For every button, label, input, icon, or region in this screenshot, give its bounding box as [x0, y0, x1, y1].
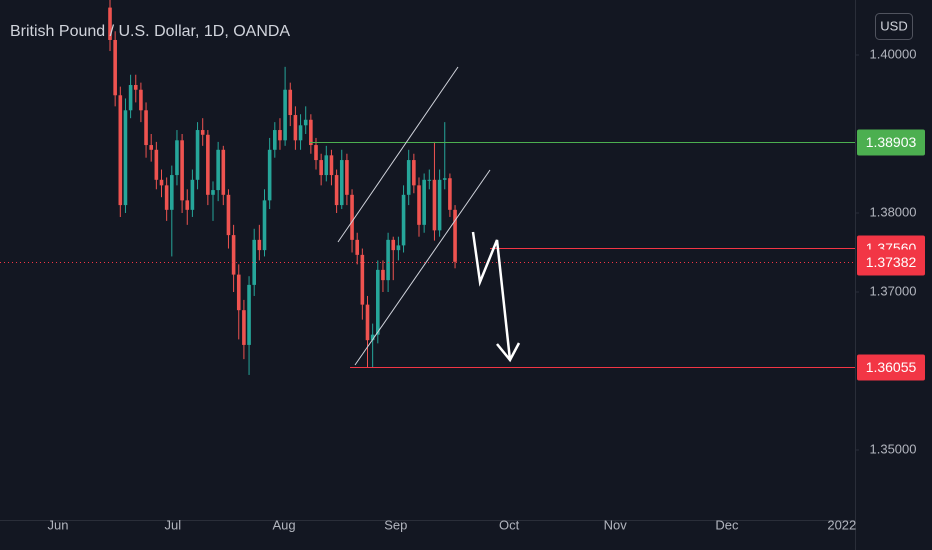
candle-body [360, 254, 365, 305]
candle-body [200, 130, 205, 135]
y-tick-label: 1.35000 [870, 441, 917, 456]
candle-body [139, 89, 143, 111]
candle-body [236, 274, 241, 311]
candle-body [314, 145, 318, 161]
candle-body [175, 140, 179, 176]
arrow [471, 231, 512, 361]
candle-body [448, 178, 452, 210]
price-label-box [857, 249, 925, 276]
x-tick-label: Jul [165, 517, 182, 532]
arrow-head [496, 342, 521, 363]
candle-body [118, 95, 123, 206]
candle-body [288, 89, 293, 116]
candle-body [180, 140, 184, 201]
candle-body [391, 239, 396, 251]
candle-body [164, 185, 169, 210]
candle-body [221, 149, 226, 195]
candle-body [108, 7, 112, 40]
candle-body [319, 160, 323, 176]
candle-body [278, 130, 282, 141]
plot [0, 0, 855, 375]
x-tick-label: Aug [273, 517, 296, 532]
candle-body [350, 194, 354, 240]
candle-body [242, 310, 246, 345]
y-tick-label: 1.37000 [870, 283, 917, 298]
candle-body [427, 179, 432, 181]
candle-body [412, 160, 416, 186]
candle-body [422, 179, 426, 225]
y-tick-label: 1.40000 [870, 46, 917, 61]
price-axis: Jun Jul Aug Sep Oct Nov Dec 2022 1.40000 1.38000 1… [48, 46, 925, 532]
candle-body [206, 134, 210, 195]
candle-body [123, 110, 128, 206]
candle-body [128, 85, 133, 111]
candle-body [324, 155, 329, 176]
price-label-box [857, 354, 925, 381]
candle-body [133, 85, 138, 90]
candle-body [262, 200, 267, 251]
candle-body [329, 155, 334, 176]
candle-body [226, 194, 231, 236]
candle-body [370, 334, 375, 341]
candle-body [309, 119, 313, 146]
candle-body [442, 178, 447, 180]
channel-line [354, 169, 491, 366]
candle-body [267, 149, 272, 201]
channel-line [337, 66, 459, 243]
x-tick-label: Oct [499, 517, 520, 532]
candle-body [432, 179, 437, 231]
candle-body [159, 179, 164, 186]
candle-body [190, 179, 195, 210]
x-tick-label: Jun [48, 517, 69, 532]
x-tick-label: 2022 [827, 517, 856, 532]
candle-body [231, 235, 236, 275]
chart-title: British Pound / U.S. Dollar, 1D, OANDA [10, 23, 290, 40]
candle-body [247, 284, 251, 345]
candle-body [339, 160, 344, 206]
currency-box[interactable] [875, 13, 913, 40]
x-tick-label: Nov [604, 517, 628, 532]
candle-body [406, 160, 411, 195]
candle-body [437, 179, 442, 231]
candle-body [283, 89, 287, 141]
candle-body [252, 239, 257, 285]
candle-body [170, 175, 174, 210]
candle-body [154, 149, 159, 180]
candle-body [273, 130, 277, 150]
candle-body [211, 190, 215, 195]
y-tick-label: 1.38000 [870, 204, 917, 219]
price-label: 1.37382 [866, 254, 917, 270]
candle-body [113, 39, 117, 96]
candle-body [293, 115, 298, 141]
candle-body [401, 194, 406, 246]
candle-body [298, 125, 303, 141]
candle-body [334, 175, 339, 206]
candle-body [345, 160, 349, 195]
candle-body [365, 304, 370, 341]
candle-body [149, 145, 154, 150]
price-label: 1.36055 [866, 359, 917, 375]
candle-body [257, 239, 262, 251]
price-label-box [857, 129, 925, 156]
candle-body [386, 239, 390, 281]
candle-body [355, 239, 360, 255]
x-tick-label: Dec [715, 517, 739, 532]
candle-body [453, 209, 457, 262]
candle-body [185, 200, 190, 210]
candle-body [376, 269, 380, 335]
drawings [337, 66, 521, 366]
candle-body [216, 149, 220, 191]
candle-body [195, 130, 200, 180]
currency-label[interactable]: USD [880, 18, 907, 33]
candle-body [303, 119, 308, 126]
price-label: 1.38903 [866, 134, 917, 150]
candle-body [381, 269, 385, 281]
x-tick-label: Sep [384, 517, 407, 532]
candle-body [417, 185, 421, 225]
candle-body [144, 110, 148, 146]
candle-body [396, 245, 401, 251]
